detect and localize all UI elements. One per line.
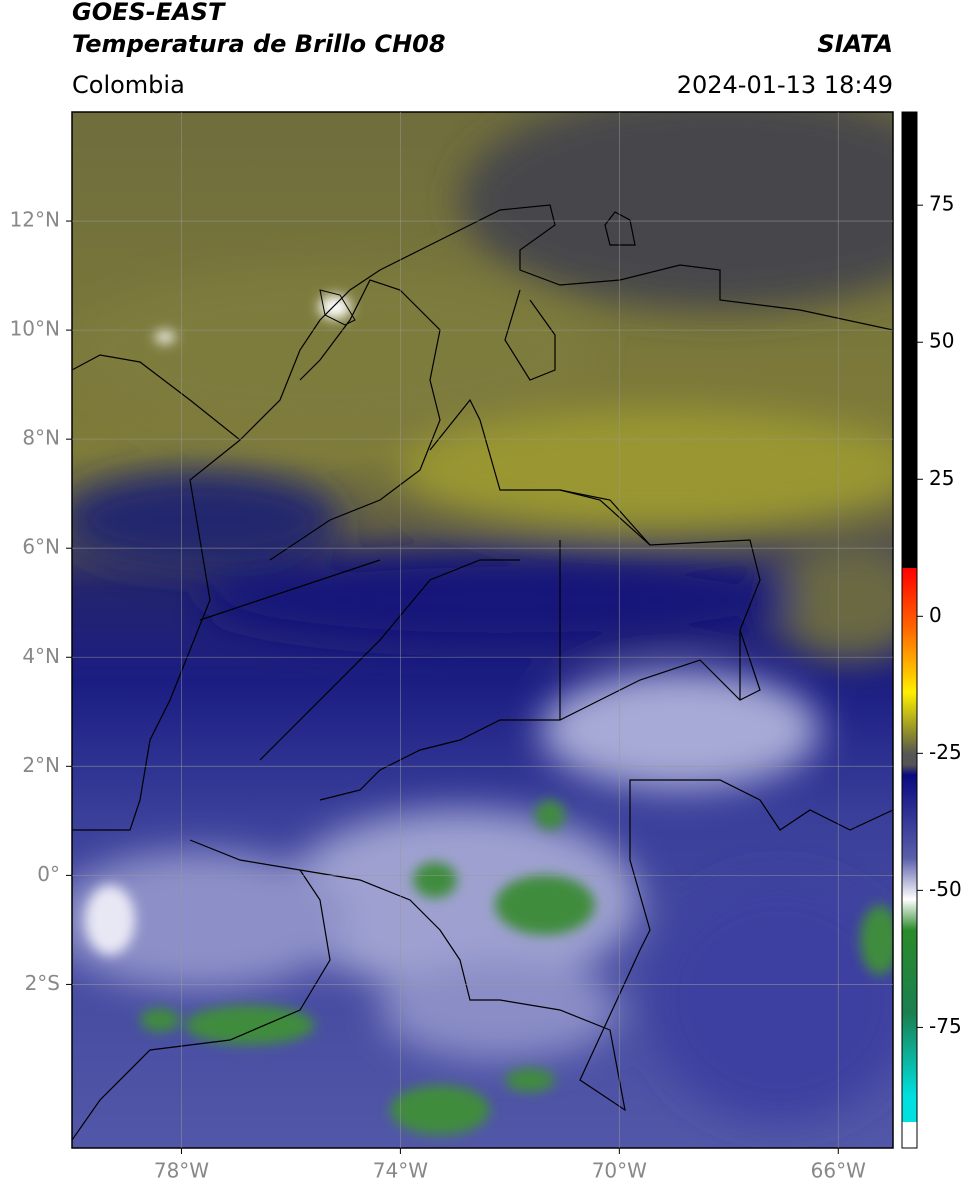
satellite-image — [72, 112, 893, 1148]
x-tick-label: 74°W — [373, 1159, 428, 1183]
title: GOES-EAST — [72, 0, 226, 26]
datetime: 2024-01-13 18:49 — [677, 71, 893, 99]
y-tick-label: 2°S — [25, 971, 60, 995]
y-tick-label: 0° — [37, 862, 60, 886]
y-tick-label: 10°N — [10, 317, 60, 341]
source: SIATA — [817, 30, 893, 58]
colorbar-tick-label: 25 — [929, 466, 954, 490]
colorbar-tick-label: 75 — [929, 192, 954, 216]
subtitle: Temperatura de Brillo CH08 — [72, 30, 446, 58]
colorbar-tick-label: 50 — [929, 329, 954, 353]
colorbar-tick-label: -50 — [929, 877, 962, 901]
x-tick-label: 70°W — [592, 1159, 647, 1183]
y-tick-label: 6°N — [22, 535, 60, 559]
y-tick-label: 4°N — [22, 644, 60, 668]
x-tick-label: 66°W — [811, 1159, 866, 1183]
colorbar — [901, 111, 918, 1149]
region: Colombia — [72, 71, 185, 99]
y-tick-label: 8°N — [22, 426, 60, 450]
colorbar-tick-label: -25 — [929, 740, 962, 764]
colorbar-tick-label: 0 — [929, 603, 942, 627]
x-tick-label: 78°W — [154, 1159, 209, 1183]
y-tick-label: 12°N — [10, 208, 60, 232]
colorbar-tick-label: -75 — [929, 1014, 962, 1038]
map-frame — [71, 111, 894, 1149]
y-tick-label: 2°N — [22, 753, 60, 777]
